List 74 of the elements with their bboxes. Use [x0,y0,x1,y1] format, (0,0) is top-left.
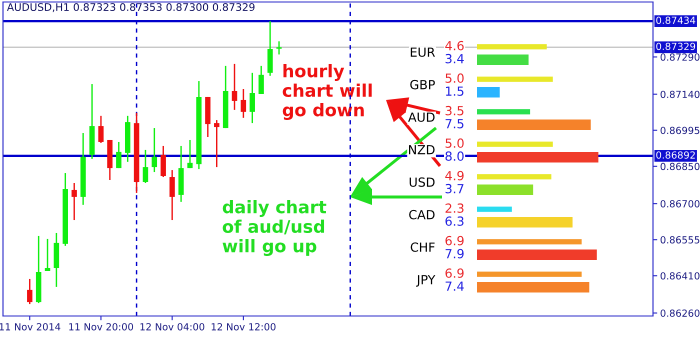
y-tick-label: CHF [410,242,435,252]
candlestick [267,20,273,77]
data-label: 5.0 [446,138,464,148]
x-tick-label: 11 Nov 2014 [0,323,60,330]
data-label: 1.5 [446,86,464,96]
data-label: 6.3 [445,216,464,226]
bar [477,272,582,277]
candlestick [160,145,166,178]
bar [477,217,573,228]
annotation: daily chart of aud/usd will go up [222,200,326,256]
candlestick [116,141,122,169]
annotation: hourly chart will go down [282,64,372,120]
bar [477,282,590,292]
candlestick [232,63,238,111]
x-tick-label: 12 Nov 12:00 [212,323,276,330]
y-tick-label: USD [410,177,435,187]
candlestick [170,169,175,221]
data-label: 3.7 [446,184,464,194]
data-label: 7.5 [446,119,464,128]
bar [477,142,553,147]
candlestick [142,149,148,184]
y-tick-label: 0.86995 [660,126,700,134]
y-tick-label: 0.86555 [660,236,700,244]
data-label: 5.0 [446,73,464,83]
y-tick-label: AUD [408,112,435,122]
bar [477,174,552,180]
bar [477,184,534,195]
chart-title: AUDUSD,H1 0.87323 0.87353 0.87300 0.87329 [6,3,255,12]
data-label: 3.5 [446,106,464,116]
candlestick [72,182,77,221]
candlestick [250,72,255,124]
bar [477,109,530,114]
candlestick [98,115,104,144]
y-tick-label: 0.87140 [660,90,700,98]
candlestick [214,119,220,168]
bar [477,239,582,244]
candlestick [44,238,50,272]
data-label: 4.6 [445,40,464,50]
y-tick-label: CAD [409,210,435,220]
x-tick-label: 12 Nov 04:00 [140,323,204,330]
bar [477,76,553,82]
y-tick-label: 0.86850 [660,162,700,170]
candlestick [276,40,282,56]
x-tick-label: 11 Nov 20:00 [69,323,134,330]
ref-line-label: 0.87434 [656,16,696,24]
y-tick-label: 0.86700 [660,200,700,208]
data-label: 4.9 [445,170,464,180]
bar [477,250,597,260]
data-label: 8.0 [445,151,464,161]
candlestick [27,278,32,305]
bar [477,54,529,65]
bar [477,120,591,130]
bar [477,44,547,50]
candlestick [258,65,264,95]
data-label: 2.3 [446,203,464,213]
y-tick-label: JPY [416,275,436,287]
y-tick-label: 0.87290 [660,53,700,61]
y-tick-label: 0.86410 [660,272,700,280]
ref-line-label: 0.86892 [656,151,695,159]
ref-line-label: 0.87329 [656,42,696,50]
data-label: 7.9 [446,248,464,258]
candlestick [152,127,158,173]
data-label: 6.9 [445,236,464,246]
y-tick-label: NZD [409,145,435,154]
bar [477,152,598,162]
candlestick [240,88,246,119]
y-tick-label: EUR [410,48,435,57]
data-label: 6.9 [445,268,464,278]
y-tick-label: GBP [410,80,435,90]
data-label: 3.4 [446,54,464,64]
bar [477,206,512,212]
data-label: 7.4 [446,282,464,291]
y-tick-label: 0.86260 [660,309,700,317]
bar [477,87,500,98]
